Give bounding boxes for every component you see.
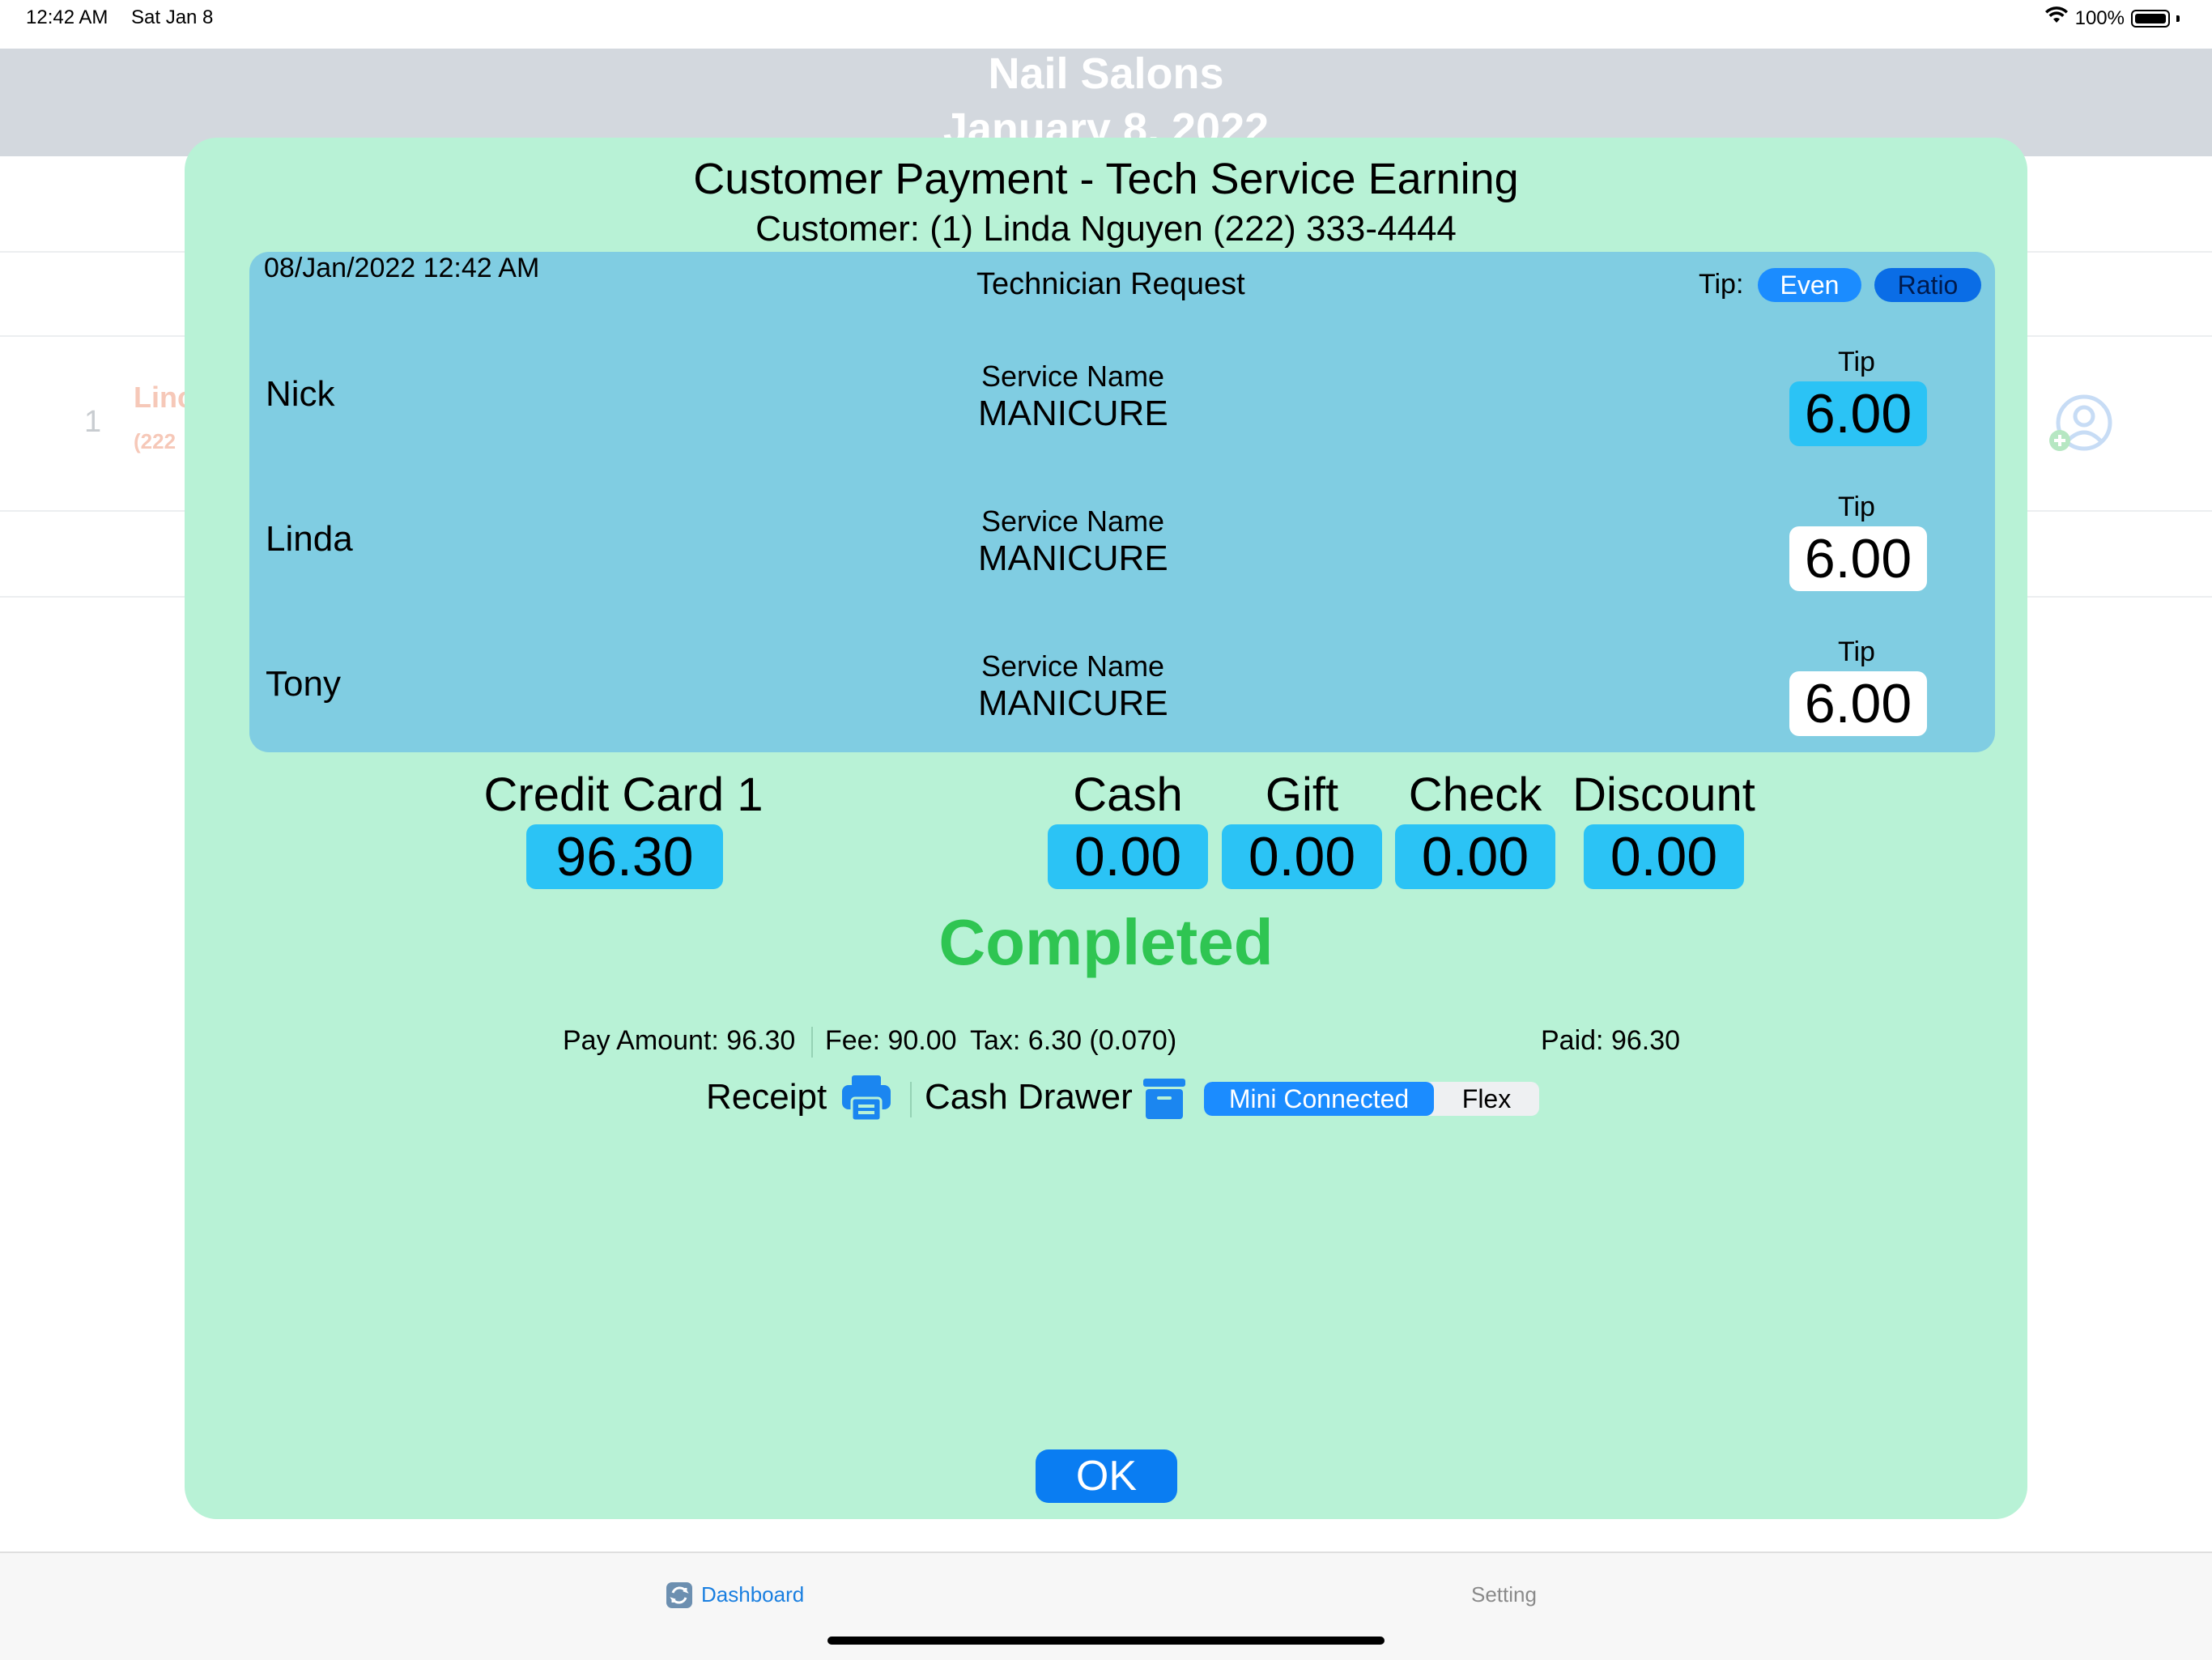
tab-setting[interactable]: Setting bbox=[1471, 1582, 1537, 1607]
tip-input[interactable]: 6.00 bbox=[1789, 526, 1927, 591]
paid-amount: Paid: 96.30 bbox=[1541, 1025, 1681, 1056]
tab-dashboard[interactable]: Dashboard bbox=[701, 1582, 805, 1607]
tip-ratio-button[interactable]: Ratio bbox=[1874, 268, 1981, 302]
cash-drawer-label: Cash Drawer bbox=[925, 1077, 1133, 1117]
service-name-label: Service Name bbox=[981, 360, 1165, 393]
technician-name: Tony bbox=[266, 664, 341, 704]
credit-card-label: Credit Card 1 bbox=[483, 768, 764, 821]
credit-card-input[interactable]: 96.30 bbox=[526, 824, 723, 889]
receipt-label: Receipt bbox=[706, 1077, 827, 1117]
modal-title: Customer Payment - Tech Service Earning bbox=[693, 155, 1519, 203]
tip-label: Tip bbox=[1838, 492, 1875, 522]
discount-label: Discount bbox=[1572, 768, 1755, 821]
tip-input[interactable]: 6.00 bbox=[1789, 381, 1927, 446]
tip-label: Tip bbox=[1838, 636, 1875, 667]
battery-percent: 100% bbox=[2074, 6, 2125, 29]
tip-label: Tip bbox=[1838, 347, 1875, 377]
service-name-label: Service Name bbox=[981, 504, 1165, 538]
battery-tip bbox=[2176, 15, 2180, 22]
printer-segmented-control: Mini Connected Flex bbox=[1204, 1082, 1539, 1116]
service-name-value: MANICURE bbox=[978, 538, 1168, 578]
nav-title: Nail Salons bbox=[988, 49, 1224, 98]
cash-label: Cash bbox=[1073, 768, 1183, 821]
status-date: Sat Jan 8 bbox=[131, 6, 214, 28]
fee: Fee: 90.00 bbox=[825, 1025, 957, 1056]
battery-icon bbox=[2131, 9, 2170, 28]
summary-divider bbox=[811, 1027, 813, 1058]
pay-amount: Pay Amount: 96.30 bbox=[563, 1025, 796, 1056]
technician-request-heading: Technician Request bbox=[976, 267, 1245, 301]
add-user-icon[interactable] bbox=[2047, 392, 2115, 464]
service-name-value: MANICURE bbox=[978, 683, 1168, 723]
dashboard-icon[interactable] bbox=[666, 1581, 693, 1613]
home-indicator bbox=[827, 1637, 1385, 1645]
printer-option-mini[interactable]: Mini Connected bbox=[1204, 1082, 1434, 1116]
discount-input[interactable]: 0.00 bbox=[1584, 824, 1744, 889]
printer-option-flex[interactable]: Flex bbox=[1461, 1083, 1512, 1113]
list-item-index: 1 bbox=[84, 405, 102, 439]
transaction-datetime: 08/Jan/2022 12:42 AM bbox=[264, 253, 540, 283]
tip-mode-label: Tip: bbox=[1699, 269, 1744, 300]
drawer-icon[interactable] bbox=[1142, 1077, 1187, 1125]
status-time: 12:42 AM bbox=[26, 6, 108, 28]
gift-input[interactable]: 0.00 bbox=[1222, 824, 1382, 889]
customer-info: Customer: (1) Linda Nguyen (222) 333-444… bbox=[755, 209, 1457, 249]
service-name-value: MANICURE bbox=[978, 394, 1168, 433]
status-right: 100% bbox=[2044, 6, 2180, 30]
technician-request-panel bbox=[249, 252, 1995, 752]
ok-button[interactable]: OK bbox=[1036, 1449, 1177, 1503]
list-item-phone: (222 bbox=[134, 429, 177, 453]
check-input[interactable]: 0.00 bbox=[1395, 824, 1555, 889]
payment-status: Completed bbox=[938, 906, 1274, 978]
tip-even-button[interactable]: Even bbox=[1758, 268, 1861, 302]
tip-input[interactable]: 6.00 bbox=[1789, 671, 1927, 736]
check-label: Check bbox=[1408, 768, 1542, 821]
technician-name: Linda bbox=[266, 519, 353, 559]
wifi-icon bbox=[2044, 6, 2069, 30]
printer-icon[interactable] bbox=[840, 1074, 892, 1126]
cash-input[interactable]: 0.00 bbox=[1048, 824, 1208, 889]
technician-name: Nick bbox=[266, 374, 335, 414]
receipt-divider bbox=[910, 1082, 912, 1117]
gift-label: Gift bbox=[1265, 768, 1339, 821]
list-item-name[interactable]: Linc bbox=[134, 381, 194, 414]
tax: Tax: 6.30 (0.070) bbox=[970, 1025, 1177, 1056]
service-name-label: Service Name bbox=[981, 649, 1165, 683]
